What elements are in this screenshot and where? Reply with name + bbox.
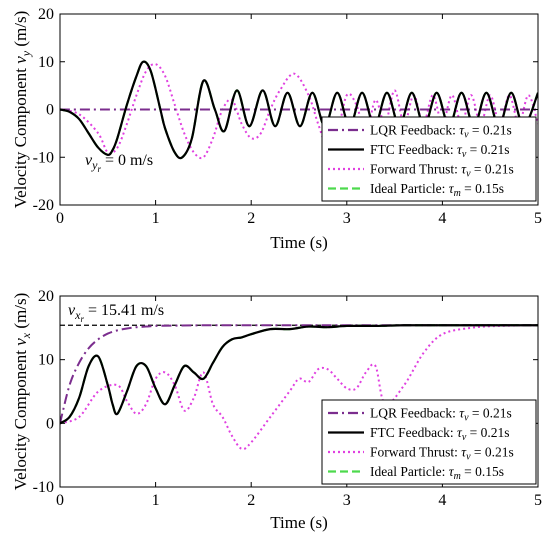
x-tick-label: 1 — [152, 492, 160, 509]
y-tick-label: -10 — [33, 479, 54, 496]
x-tick-label: 4 — [438, 492, 446, 509]
y-axis-label: Velocity Component vy (m/s) — [11, 11, 33, 209]
legend-label-4: Ideal Particle: τm = 0.15s — [370, 464, 504, 482]
x-tick-label: 4 — [438, 210, 446, 227]
y-tick-label: -20 — [33, 197, 54, 214]
legend-label-3: Forward Thrust: τv = 0.21s — [370, 162, 514, 180]
legend-label-1: LQR Feedback: τv = 0.21s — [370, 123, 512, 141]
x-tick-label: 5 — [534, 492, 542, 509]
x-tick-label: 5 — [534, 210, 542, 227]
y-tick-label: 20 — [38, 6, 54, 23]
y-axis-label: Velocity Component vx (m/s) — [11, 293, 33, 491]
x-tick-label: 0 — [56, 210, 64, 227]
y-tick-label: 10 — [38, 54, 54, 71]
x-tick-label: 0 — [56, 492, 64, 509]
x-tick-label: 1 — [152, 210, 160, 227]
x-tick-label: 3 — [343, 210, 351, 227]
x-axis-label: Time (s) — [270, 513, 327, 532]
reference-annotation: vyr = 0 m/s — [85, 152, 153, 174]
legend-label-3: Forward Thrust: τv = 0.21s — [370, 445, 514, 463]
y-tick-label: 20 — [38, 288, 54, 305]
chart-1: 0 1 2 3 4 5 20 10 0 -10 -20 Time (s) Velocity Compon… — [11, 6, 542, 252]
series-line-3 — [60, 63, 538, 160]
y-tick-label: 0 — [46, 102, 54, 119]
legend-label-1: LQR Feedback: τv = 0.21s — [370, 406, 512, 424]
legend-label-4: Ideal Particle: τm = 0.15s — [370, 181, 504, 199]
legend-label-2: FTC Feedback: τv = 0.21s — [370, 142, 510, 160]
x-tick-label: 2 — [247, 492, 255, 509]
x-axis-label: Time (s) — [270, 233, 327, 252]
legend-label-2: FTC Feedback: τv = 0.21s — [370, 425, 510, 443]
x-tick-label: 3 — [343, 492, 351, 509]
axes-box — [59, 295, 539, 488]
reference-annotation: vxr = 15.41 m/s — [68, 302, 164, 324]
series-line-2 — [60, 324, 538, 425]
y-tick-label: 10 — [38, 352, 54, 369]
series-line-1 — [60, 324, 538, 424]
y-tick-label: 0 — [46, 415, 54, 432]
y-tick-label: -10 — [33, 149, 54, 166]
x-tick-label: 2 — [247, 210, 255, 227]
